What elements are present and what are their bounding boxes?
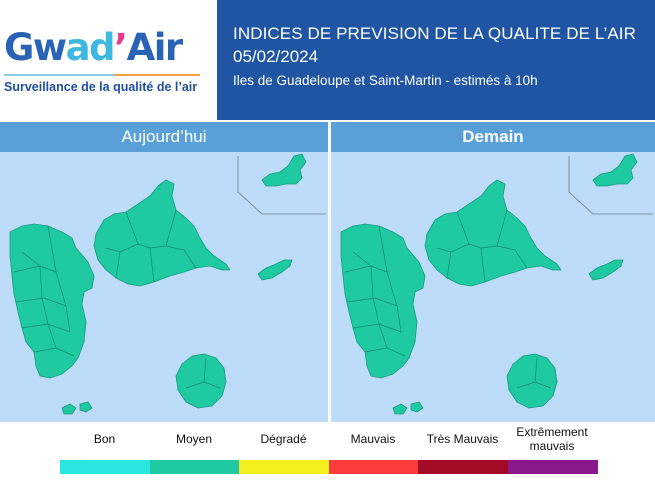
map-canvas	[9, 153, 326, 415]
logo-tagline: Surveillance de la qualité de l’air	[4, 80, 198, 94]
legend-swatch	[239, 460, 329, 474]
commune-boundary	[105, 247, 121, 253]
map-band-tomorrow	[331, 122, 655, 152]
logo-part-gw: Gw	[4, 26, 67, 69]
commune-boundary	[346, 297, 398, 307]
map-panel-tomorrow: Demain	[331, 122, 655, 422]
commune-boundary	[468, 243, 516, 251]
commune-boundary	[370, 265, 388, 349]
marie-galante-island	[175, 353, 227, 409]
maps-area: Aujourd’hui Demain	[0, 122, 655, 422]
commune-boundary	[137, 243, 185, 251]
legend-label: Très Mauvais	[426, 432, 499, 446]
inset-frame	[568, 156, 653, 215]
commune-boundary	[47, 225, 57, 273]
page-header: Gwad’Air Surveillance de la qualité de l…	[0, 0, 655, 120]
grande-terre-island	[424, 179, 562, 287]
logo-part-air: Air	[126, 26, 184, 69]
saint-martin-island	[261, 153, 307, 187]
commune-boundary	[55, 271, 71, 333]
commune-boundary	[496, 209, 508, 247]
commune-boundary	[534, 357, 538, 383]
saint-martin-island	[592, 153, 638, 187]
commune-boundary	[15, 297, 67, 307]
page-subtitle: Iles de Guadeloupe et Saint-Martin - est…	[233, 73, 538, 88]
marie-galante-island	[506, 353, 558, 409]
commune-boundary	[183, 249, 197, 269]
commune-boundary	[352, 251, 372, 267]
legend-label: Dégradé	[260, 432, 307, 446]
forecast-date: 05/02/2024	[233, 47, 319, 66]
logo-apostrophe: ’	[114, 26, 128, 69]
legend-label: Mauvais	[350, 432, 396, 446]
map-label-today: Aujourd’hui	[121, 127, 207, 146]
commune-boundary	[203, 357, 207, 383]
commune-boundary	[436, 247, 452, 253]
grande-terre-island	[93, 179, 231, 287]
les-saintes-islands-1	[392, 403, 408, 415]
commune-boundary	[125, 211, 139, 245]
commune-boundary	[480, 247, 486, 283]
commune-boundary	[386, 271, 402, 333]
inset-frame	[237, 156, 326, 215]
commune-boundary	[514, 249, 528, 269]
les-saintes-islands-1	[61, 403, 77, 415]
legend-swatch	[418, 460, 508, 474]
map-label-tomorrow: Demain	[462, 127, 524, 146]
logo-part-ad: ad	[65, 26, 116, 69]
legend: Bon Moyen Dégradé Mauvais Très Mauvais Extrêm…	[0, 422, 655, 488]
commune-boundary	[165, 209, 177, 247]
logo: Gwad’Air Surveillance de la qualité de l…	[0, 0, 217, 120]
commune-boundary	[456, 211, 470, 245]
la-desirade-island	[588, 259, 624, 281]
map-band-today	[0, 122, 328, 152]
les-saintes-islands-2	[410, 401, 424, 413]
map-canvas	[340, 153, 653, 415]
commune-boundary	[21, 251, 41, 267]
les-saintes-islands-2	[79, 401, 93, 413]
legend-swatch	[328, 460, 419, 474]
page-title: INDICES DE PREVISION DE LA QUALITE DE L’…	[233, 24, 636, 43]
map-panel-today: Aujourd’hui	[0, 122, 328, 422]
map-divider	[328, 122, 331, 422]
la-desirade-island	[257, 259, 293, 281]
title-block: INDICES DE PREVISION DE LA QUALITE DE L’…	[217, 0, 655, 120]
logo-underline	[4, 74, 200, 76]
legend-label: Bon	[93, 432, 116, 446]
commune-boundary	[39, 265, 57, 349]
legend-swatch	[507, 460, 598, 474]
legend-swatch	[149, 460, 240, 474]
legend-label: Moyen	[175, 432, 213, 446]
commune-boundary	[149, 247, 155, 283]
commune-boundary	[378, 225, 388, 273]
logo-wordmark: Gwad’Air	[4, 26, 184, 70]
legend-label: Extrêmement mauvais	[516, 425, 588, 453]
legend-swatch	[60, 460, 150, 474]
